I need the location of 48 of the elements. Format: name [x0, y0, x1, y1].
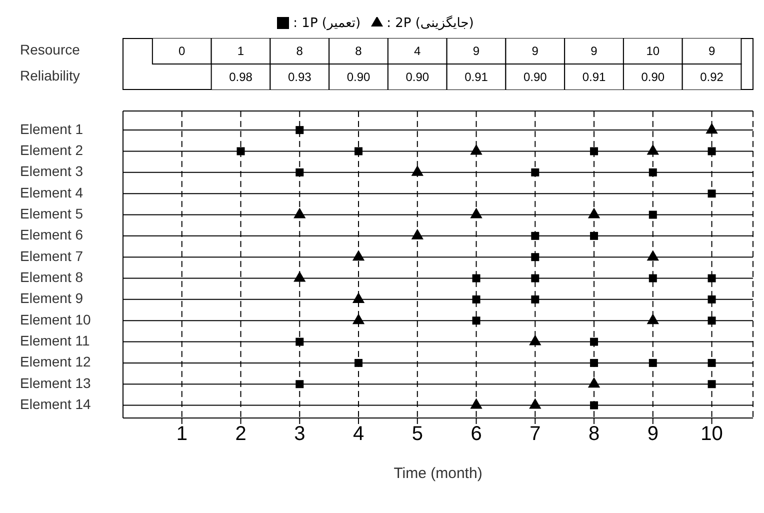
data-label: 0.90	[523, 70, 548, 84]
data-label: 0.93	[288, 70, 312, 84]
x-tick-label: 7	[530, 423, 541, 446]
data-label: 0	[178, 44, 186, 58]
data-label: 4	[414, 44, 422, 58]
data-label: 8	[296, 44, 304, 58]
data-label: 9	[472, 44, 480, 58]
x-tick-label: 8	[588, 423, 600, 446]
data-label: 9	[590, 44, 598, 58]
data-label: 0.92	[700, 70, 724, 84]
data-label: 8	[355, 44, 362, 58]
y-tick-label: Element 3	[20, 163, 84, 180]
y-tick-label: Element 14	[20, 396, 92, 412]
y-tick-label: Element 5	[20, 205, 84, 222]
legend-label: : 2P (جایگزینی)	[386, 16, 474, 31]
data-label: 0.91	[582, 70, 606, 84]
y-tick-label: Element 12	[20, 354, 92, 370]
data-label: 0.90	[641, 70, 665, 84]
y-tick-label: Element 11	[20, 332, 90, 348]
data-label: 9	[532, 44, 539, 58]
x-tick-label: 3	[294, 423, 306, 446]
data-label: 1	[237, 44, 244, 58]
data-label: 0.91	[464, 70, 488, 84]
y-tick-label: Element 6	[20, 226, 84, 243]
x-tick-label: 5	[412, 423, 423, 446]
y-tick-label: Element 13	[20, 374, 92, 391]
data-label: 0.90	[406, 70, 430, 84]
y-tick-label: Element 2	[20, 142, 84, 158]
x-tick-label: 2	[235, 423, 246, 446]
y-tick-label: Element 10	[20, 311, 92, 328]
x-tick-label: 9	[647, 423, 658, 446]
y-tick-label: Element 8	[20, 268, 84, 285]
data-label: 0.98	[229, 70, 253, 84]
x-axis-title: Time (month)	[394, 465, 482, 482]
data-label: 9	[708, 44, 716, 58]
y-tick-label: Element 4	[20, 184, 84, 200]
y-tick-label: Element 9	[20, 290, 84, 306]
data-label: 0.90	[346, 70, 371, 84]
x-tick-label: 10	[700, 423, 723, 446]
y-tick-label: Element 7	[20, 248, 84, 264]
y-tick-label: Resource	[20, 42, 80, 58]
y-tick-label: Reliability	[20, 68, 80, 84]
data-label: 10	[646, 44, 660, 58]
y-tick-label: Element 1	[20, 120, 84, 137]
x-tick-label: 6	[470, 423, 482, 446]
x-tick-label: 1	[176, 423, 188, 446]
legend-label: : 1P (تعمیر)	[293, 16, 361, 31]
x-tick-label: 4	[352, 423, 364, 446]
